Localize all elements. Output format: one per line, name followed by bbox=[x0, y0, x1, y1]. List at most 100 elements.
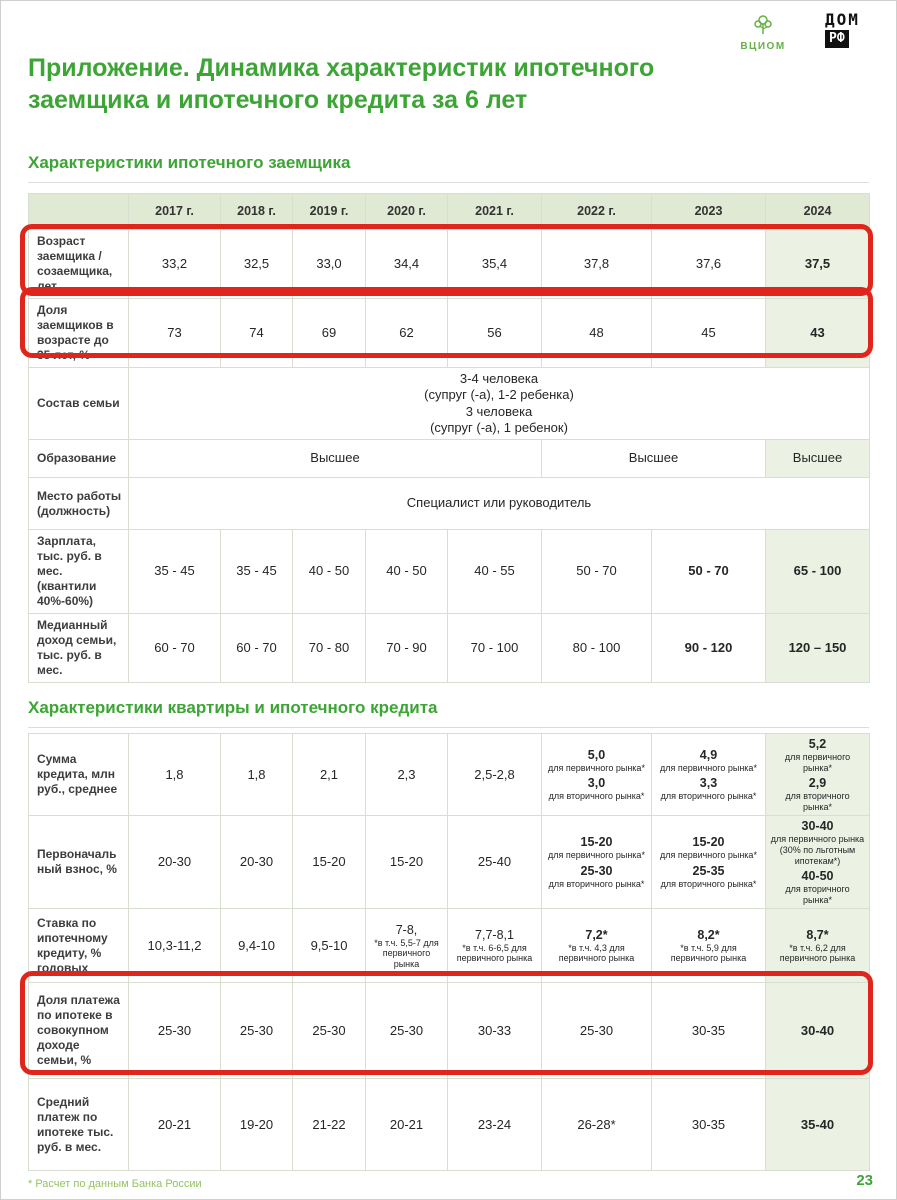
value-main: 8,7* bbox=[806, 927, 829, 942]
value-note: для первичного рынка* bbox=[548, 850, 645, 861]
value-cell: 70 - 100 bbox=[447, 613, 542, 683]
year-header-row: 2017 г. 2018 г. 2019 г. 2020 г. 2021 г. … bbox=[28, 193, 870, 230]
year-header: 2024 bbox=[765, 193, 870, 230]
value-cell: 8,7* *в т.ч. 6,2 для первичного рынка bbox=[765, 908, 870, 984]
value-cell: 2,3 bbox=[365, 732, 448, 817]
value-cell: 25-30 bbox=[541, 982, 652, 1080]
year-header: 2023 bbox=[651, 193, 766, 230]
credit-table: Сумма кредита, млн руб., среднее 1,8 1,8… bbox=[28, 732, 870, 1172]
value-cell: 70 - 80 bbox=[292, 613, 366, 683]
family-row: Состав семьи 3-4 человека (супруг (-а), … bbox=[28, 367, 870, 440]
row-label: Возраст заемщика / созаемщика, лет bbox=[28, 229, 129, 299]
value-main: 8,2* bbox=[697, 927, 720, 942]
row-label: Место работы (должность) bbox=[28, 477, 129, 530]
value-note: для первичного рынка* bbox=[784, 752, 851, 773]
row-label: Доля платежа по ипотеке в совокупном дох… bbox=[28, 982, 129, 1080]
row-label: Средний платеж по ипотеке тыс. руб. в ме… bbox=[28, 1078, 129, 1172]
value-cell: 15-20 для первичного рынка* 25-30 для вт… bbox=[541, 815, 652, 910]
value-cell: 90 - 120 bbox=[651, 613, 766, 683]
value-cell: 37,5 bbox=[765, 229, 870, 299]
amount-row: Сумма кредита, млн руб., среднее 1,8 1,8… bbox=[28, 732, 870, 817]
value-cell: 26-28* bbox=[541, 1078, 652, 1172]
value-cell: 35 - 45 bbox=[128, 529, 221, 614]
value-cell: 80 - 100 bbox=[541, 613, 652, 683]
footnote: * Расчет по данным Банка России bbox=[28, 1178, 202, 1190]
value-note: для вторичного рынка* bbox=[548, 878, 645, 889]
value-cell: 20-30 bbox=[220, 815, 293, 910]
value-cell: 37,6 bbox=[651, 229, 766, 299]
value-cell: 73 bbox=[128, 298, 221, 368]
value-cell: 10,3-11,2 bbox=[128, 908, 221, 984]
value-cell: 7-8, *в т.ч. 5,5-7 для первичного рынка bbox=[365, 908, 448, 984]
salary-row: Зарплата, тыс. руб. в мес. (квантили 40%… bbox=[28, 529, 870, 614]
year-header: 2017 г. bbox=[128, 193, 221, 230]
value-cell: 1,8 bbox=[220, 732, 293, 817]
value-cell: 70 - 90 bbox=[365, 613, 448, 683]
value-cell: 20-21 bbox=[365, 1078, 448, 1172]
value-cell: 30-33 bbox=[447, 982, 542, 1080]
value-cell: 40 - 50 bbox=[292, 529, 366, 614]
value-main: 5,2 bbox=[808, 737, 827, 751]
row-label: Первоначальный взнос, % bbox=[28, 815, 129, 910]
value-note: *в т.ч. 5,5-7 для первичного рынка bbox=[374, 937, 439, 969]
page-number: 23 bbox=[856, 1172, 873, 1189]
value-note: для вторичного рынка* bbox=[785, 884, 850, 905]
value-cell: 8,2* *в т.ч. 5,9 для первичного рынка bbox=[651, 908, 766, 984]
value-cell: 50 - 70 bbox=[541, 529, 652, 614]
value-cell: 50 - 70 bbox=[651, 529, 766, 614]
value-main: 4,9 bbox=[699, 747, 718, 762]
value-cell: 60 - 70 bbox=[128, 613, 221, 683]
value-cell: Высшее bbox=[128, 439, 542, 478]
year-header: 2021 г. bbox=[447, 193, 542, 230]
value-cell: 21-22 bbox=[292, 1078, 366, 1172]
value-cell: 9,5-10 bbox=[292, 908, 366, 984]
education-row: Образование Высшее Высшее Высшее bbox=[28, 439, 870, 478]
value-cell: 40 - 55 bbox=[447, 529, 542, 614]
row-label: Состав семьи bbox=[28, 367, 129, 440]
value-main: 25-30 bbox=[580, 863, 613, 878]
value-main: 7-8, bbox=[395, 922, 418, 937]
value-cell: 62 bbox=[365, 298, 448, 368]
value-main: 40-50 bbox=[801, 869, 834, 884]
value-cell: 65 - 100 bbox=[765, 529, 870, 614]
value-cell: 23-24 bbox=[447, 1078, 542, 1172]
value-cell: 35 - 45 bbox=[220, 529, 293, 614]
value-cell: 20-21 bbox=[128, 1078, 221, 1172]
value-cell: 15-20 для первичного рынка* 25-35 для вт… bbox=[651, 815, 766, 910]
value-cell: 35,4 bbox=[447, 229, 542, 299]
value-cell: Высшее bbox=[765, 439, 870, 478]
value-cell: 5,0 для первичного рынка* 3,0 для вторич… bbox=[541, 732, 652, 817]
value-note: *в т.ч. 6,2 для первичного рынка bbox=[779, 942, 856, 964]
value-cell: 2,1 bbox=[292, 732, 366, 817]
vciom-logo: ВЦИОМ bbox=[733, 12, 793, 52]
value-cell: 34,4 bbox=[365, 229, 448, 299]
value-cell: 43 bbox=[765, 298, 870, 368]
year-header: 2018 г. bbox=[220, 193, 293, 230]
value-cell: 120 – 150 bbox=[765, 613, 870, 683]
value-note: *в т.ч. 5,9 для первичного рынка bbox=[670, 942, 747, 964]
value-cell: 3-4 человека (супруг (-а), 1-2 ребенка) … bbox=[128, 367, 870, 440]
value-cell: 9,4-10 bbox=[220, 908, 293, 984]
value-cell: 25-30 bbox=[292, 982, 366, 1080]
value-cell: 20-30 bbox=[128, 815, 221, 910]
tree-icon bbox=[751, 15, 775, 40]
value-main: 7,2* bbox=[585, 927, 608, 942]
value-note: для первичного рынка* bbox=[548, 762, 645, 773]
value-cell: 60 - 70 bbox=[220, 613, 293, 683]
value-note: для вторичного рынка* bbox=[548, 791, 645, 802]
value-cell: 30-35 bbox=[651, 1078, 766, 1172]
value-cell: 30-40 bbox=[765, 982, 870, 1080]
page-title: Приложение. Динамика характеристик ипоте… bbox=[28, 54, 655, 114]
section-heading-borrower: Характеристики ипотечного заемщика bbox=[28, 153, 869, 183]
value-cell: 48 bbox=[541, 298, 652, 368]
value-cell: 33,2 bbox=[128, 229, 221, 299]
value-note: для вторичного рынка* bbox=[785, 791, 850, 812]
payment-share-row: Доля платежа по ипотеке в совокупном дох… bbox=[28, 982, 870, 1080]
value-cell: 32,5 bbox=[220, 229, 293, 299]
borrower-table: 2017 г. 2018 г. 2019 г. 2020 г. 2021 г. … bbox=[28, 193, 870, 683]
value-note: *в т.ч. 6-6,5 для первичного рынка bbox=[456, 942, 533, 964]
row-label: Сумма кредита, млн руб., среднее bbox=[28, 732, 129, 817]
value-main: 15-20 bbox=[580, 835, 613, 850]
section-heading-credit: Характеристики квартиры и ипотечного кре… bbox=[28, 698, 869, 728]
row-label: Зарплата, тыс. руб. в мес. (квантили 40%… bbox=[28, 529, 129, 614]
